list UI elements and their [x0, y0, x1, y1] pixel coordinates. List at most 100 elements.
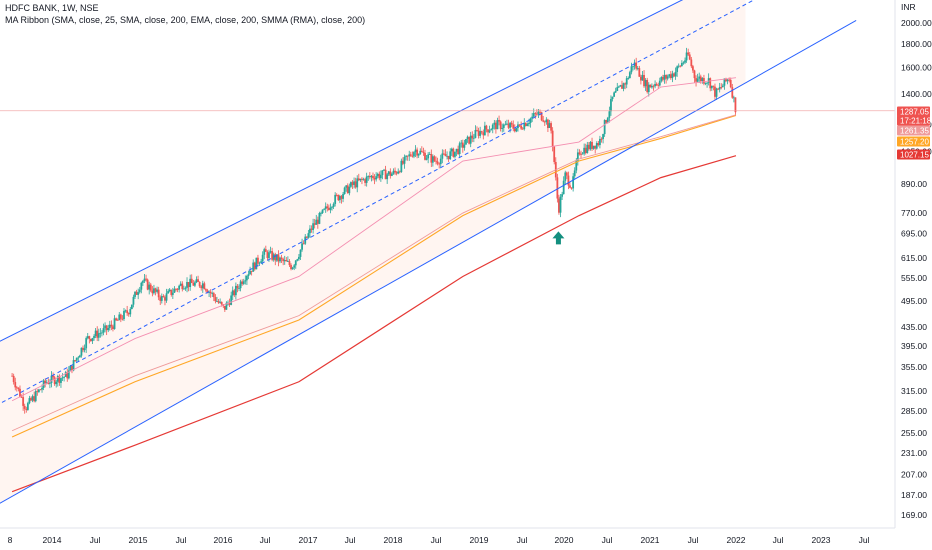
candle-body — [643, 74, 645, 87]
candle-body — [108, 324, 111, 329]
candle-body — [506, 123, 508, 125]
candle-body — [384, 169, 387, 180]
candle-body — [77, 357, 80, 359]
candle-body — [513, 128, 516, 132]
candle-body — [493, 122, 496, 125]
candle-body — [635, 62, 638, 69]
candle-body — [296, 259, 299, 261]
candle-body — [474, 129, 477, 138]
candle-body — [244, 280, 247, 282]
candle-body — [376, 173, 379, 177]
candle-body — [591, 141, 593, 149]
candle-body — [674, 71, 677, 77]
x-tick-label: 2022 — [727, 535, 746, 545]
candle-body — [318, 213, 321, 224]
candle-body — [348, 186, 351, 194]
candle-body — [238, 288, 240, 289]
candle-body — [460, 142, 463, 144]
candle-body — [104, 325, 106, 329]
candle-body — [528, 122, 530, 125]
candle-body — [419, 150, 422, 154]
candle-body — [663, 75, 666, 80]
x-tick-label: 2015 — [129, 535, 148, 545]
candle-body — [610, 99, 612, 112]
candle-body — [192, 283, 195, 286]
x-tick-label: 2023 — [812, 535, 831, 545]
candle-body — [160, 296, 163, 301]
candle-body — [112, 326, 114, 330]
candle-body — [397, 171, 400, 174]
candle-body — [74, 360, 77, 361]
x-tick-label: Jul — [773, 535, 784, 545]
candle-body — [717, 88, 720, 90]
x-tick-label: 2014 — [43, 535, 62, 545]
candle-body — [662, 76, 664, 80]
candle-body — [11, 375, 13, 377]
candle-body — [209, 291, 212, 294]
y-tick-label: 695.00 — [901, 228, 927, 238]
candle-body — [269, 251, 272, 253]
candle-body — [234, 285, 237, 296]
candle-body — [312, 223, 315, 230]
candle-body — [94, 330, 97, 336]
price-badge — [897, 136, 930, 147]
candle-body — [359, 178, 362, 181]
candle-body — [576, 152, 579, 161]
candle-body — [211, 293, 214, 294]
candle-body — [171, 292, 174, 295]
candle-body — [597, 143, 600, 146]
candle-body — [613, 92, 616, 97]
candle-body — [647, 84, 650, 93]
candle-body — [298, 256, 300, 260]
x-tick-label: Jul — [688, 535, 699, 545]
candle-body — [33, 396, 36, 402]
candle-body — [14, 382, 17, 388]
candle-body — [383, 169, 385, 171]
candle-body — [313, 223, 316, 225]
candle-body — [86, 336, 89, 339]
candle-body — [718, 87, 721, 90]
candle-body — [725, 78, 727, 82]
candle-body — [157, 289, 160, 298]
candle-body — [619, 85, 622, 87]
candle-body — [580, 154, 582, 155]
y-tick-label: 2000.00 — [901, 18, 932, 28]
candle-body — [189, 278, 192, 288]
candle-body — [72, 360, 75, 371]
candle-body — [182, 288, 185, 290]
candle-body — [130, 304, 133, 310]
candle-body — [636, 68, 639, 69]
price-badge-label: 1287.05 — [900, 108, 929, 117]
candle-body — [518, 124, 521, 126]
candle-body — [684, 60, 686, 63]
candle-body — [274, 254, 277, 261]
candle-body — [148, 284, 151, 290]
candle-body — [551, 130, 554, 147]
candle-body — [652, 85, 655, 87]
candle-body — [228, 302, 231, 305]
price-badge-label: 1261.35 — [900, 127, 929, 136]
candle-body — [573, 170, 576, 177]
candle-body — [261, 254, 264, 262]
candle-body — [34, 391, 37, 402]
candle-body — [67, 370, 70, 379]
candle-body — [102, 328, 105, 333]
x-tick-label: Jul — [176, 535, 187, 545]
candle-body — [186, 282, 188, 288]
candle-body — [277, 254, 280, 262]
candle-body — [105, 325, 108, 331]
candle-body — [364, 179, 367, 183]
candle-body — [556, 177, 559, 199]
candle-body — [129, 309, 132, 315]
candle-body — [726, 79, 729, 82]
candle-body — [463, 144, 466, 148]
candle-body — [44, 380, 47, 384]
candle-body — [625, 78, 628, 85]
candle-body — [257, 257, 259, 264]
candle-body — [680, 63, 683, 67]
candle-body — [345, 185, 348, 188]
candle-body — [690, 59, 693, 67]
candle-body — [457, 148, 459, 154]
candle-body — [332, 203, 335, 207]
